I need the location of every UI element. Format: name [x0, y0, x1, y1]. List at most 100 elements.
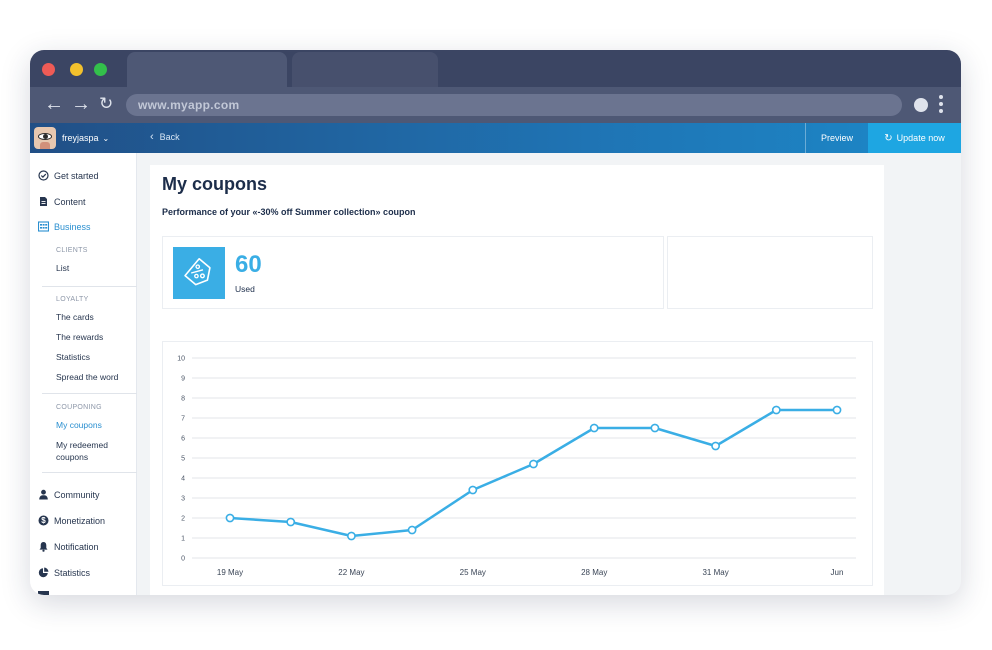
sidebar-item-community[interactable]: Community [38, 489, 100, 500]
divider [42, 472, 137, 473]
reload-icon[interactable]: ↻ [99, 94, 114, 113]
x-tick-label: 19 May [217, 568, 243, 577]
svg-text:$: $ [41, 516, 46, 525]
coupon-tag-icon [173, 247, 225, 299]
bell-icon [38, 541, 49, 552]
sidebar-subitem-list[interactable]: List [56, 263, 70, 273]
sidebar-label: Business [54, 221, 91, 232]
x-tick-label: 28 May [581, 568, 607, 577]
x-tick-label: Jun [831, 568, 844, 577]
app-header: freyjaspa ⌄ ‹ Back Preview ↻ Update now [30, 123, 961, 153]
sidebar-label: Statistics [54, 567, 91, 578]
data-point [407, 525, 417, 535]
sidebar-label: Monetization [54, 515, 106, 526]
y-tick-label: 2 [181, 516, 185, 523]
divider [42, 393, 137, 394]
stat-card-used: 60 Used [162, 236, 664, 309]
sidebar-subitem-my-redeemed-coupons[interactable]: My redeemed coupons [56, 439, 108, 463]
stat-card-empty [667, 236, 873, 309]
sidebar-item-business[interactable]: Business [37, 221, 91, 232]
sidebar-subitem-my-coupons[interactable]: My coupons [56, 420, 102, 430]
x-tick-label: 22 May [338, 568, 364, 577]
x-tick-label: 25 May [460, 568, 486, 577]
y-tick-label: 1 [181, 536, 185, 543]
profile-circle-icon[interactable] [914, 98, 928, 112]
main-card: My coupons Performance of your «-30% off… [150, 165, 884, 595]
stat-label: Used [235, 284, 255, 294]
forward-arrow-icon[interactable]: → [71, 93, 91, 115]
sync-icon: ↻ [884, 133, 893, 144]
back-label: Back [159, 132, 180, 142]
section-heading-loyalty: LOYALTY [56, 296, 89, 303]
data-point [589, 423, 599, 433]
update-now-button[interactable]: ↻ Update now [868, 123, 961, 153]
browser-titlebar [30, 50, 961, 87]
sidebar-subitem-statistics[interactable]: Statistics [56, 352, 91, 362]
chart-svg: 0 1 2 3 4 5 6 7 8 9 10 19 May 22 May 25 May 28 May 31 M… [177, 356, 856, 577]
y-tick-label: 0 [181, 556, 185, 563]
back-arrow-icon[interactable]: ← [44, 93, 64, 115]
data-point [711, 441, 720, 451]
sidebar-item-monetization[interactable]: $ Monetization [38, 515, 105, 526]
x-tick-label: 31 May [702, 568, 728, 577]
stat-value: 60 [235, 251, 262, 278]
sidebar-item-cut-off[interactable] [38, 591, 54, 595]
page-title: My coupons [162, 174, 268, 194]
pie-chart-icon [38, 567, 49, 578]
address-bar: ← → ↻ www.myapp.com [30, 87, 961, 123]
y-tick-label: 6 [181, 436, 185, 443]
sidebar-item-notification[interactable]: Notification [38, 541, 99, 552]
dollar-icon: $ [38, 515, 49, 526]
browser-tab-active[interactable] [127, 52, 287, 87]
close-window-button[interactable] [42, 63, 55, 76]
minimize-window-button[interactable] [70, 63, 83, 76]
browser-window: ← → ↻ www.myapp.com freyjaspa ⌄ ‹ Back Pr… [30, 50, 961, 595]
data-point [286, 517, 296, 527]
url-input[interactable]: www.myapp.com [126, 94, 902, 116]
series-line [229, 408, 837, 538]
chevron-down-icon: ⌄ [102, 133, 110, 143]
data-point [832, 405, 842, 415]
data-point [468, 485, 478, 495]
sidebar-subitem-the-cards[interactable]: The cards [56, 312, 94, 322]
data-point [225, 513, 235, 523]
section-heading-couponing: COUPONING [56, 404, 102, 411]
browser-menu-icon[interactable] [939, 95, 943, 116]
user-icon [38, 489, 49, 500]
document-icon [38, 196, 49, 207]
maximize-window-button[interactable] [94, 63, 107, 76]
divider [42, 286, 137, 287]
sidebar-item-statistics[interactable]: Statistics [38, 567, 90, 578]
line-chart: 0 1 2 3 4 5 6 7 8 9 10 19 May 22 May 25 May 28 May 31 M… [162, 341, 873, 586]
y-tick-label: 3 [181, 496, 185, 503]
data-point [650, 423, 660, 433]
sidebar-item-get-started[interactable]: Get started [38, 170, 99, 181]
sidebar-label-line1: My redeemed [56, 440, 108, 450]
section-heading-clients: CLIENTS [56, 247, 88, 254]
y-tick-label: 10 [177, 356, 185, 363]
y-tick-label: 5 [181, 456, 185, 463]
sidebar-subitem-the-rewards[interactable]: The rewards [56, 332, 104, 342]
sidebar-label-line2: coupons [56, 452, 89, 462]
y-tick-label: 8 [181, 396, 185, 403]
username-label: freyjaspa [62, 133, 99, 143]
sidebar-subitem-spread-the-word[interactable]: Spread the word [56, 372, 119, 382]
y-tick-label: 9 [181, 376, 185, 383]
sidebar-label: Notification [54, 541, 99, 552]
sidebar: Get started Content Business CLIENTS Lis… [30, 153, 137, 595]
user-menu[interactable]: freyjaspa ⌄ [34, 126, 109, 150]
page-subtitle: Performance of your «-30% off Summer col… [162, 207, 416, 217]
update-now-label: Update now [896, 133, 945, 143]
y-tick-label: 7 [181, 416, 185, 423]
check-circle-icon [38, 170, 49, 181]
chevron-left-icon: ‹ [150, 131, 154, 143]
browser-tab[interactable] [292, 52, 438, 87]
menu-icon [38, 591, 49, 595]
building-icon [37, 221, 50, 232]
preview-button[interactable]: Preview [805, 123, 868, 153]
sidebar-label: Get started [54, 170, 99, 181]
sidebar-label: Content [54, 196, 86, 207]
sidebar-item-content[interactable]: Content [38, 196, 86, 207]
back-link[interactable]: ‹ Back [150, 131, 180, 143]
data-point [771, 405, 781, 415]
